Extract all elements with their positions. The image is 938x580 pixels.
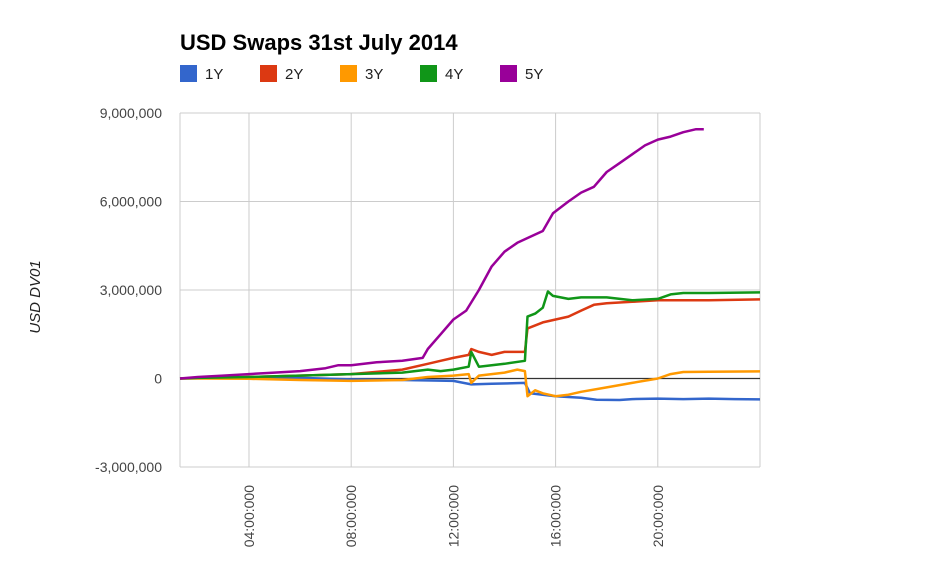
legend-swatch (260, 65, 277, 82)
series-line-2y (179, 298, 761, 380)
legend-item-3y: 3Y (340, 65, 383, 83)
legend-label: 3Y (365, 66, 383, 83)
y-axis-title: USD DV01 (27, 260, 44, 333)
x-tick-label: 20:00:000 (650, 485, 666, 547)
legend-item-2y: 2Y (260, 65, 303, 83)
legend-label: 4Y (445, 66, 463, 83)
x-tick-label: 12:00:000 (445, 485, 461, 547)
legend-swatch (500, 65, 517, 82)
legend-swatch (180, 65, 197, 82)
x-tick-label: 08:00:000 (343, 485, 359, 547)
legend: 1Y 2Y 3Y 4Y 5Y (180, 65, 543, 83)
legend-item-1y: 1Y (180, 65, 223, 83)
y-tick-label: 9,000,000 (100, 105, 162, 121)
gridlines (179, 112, 761, 468)
y-tick-label: 6,000,000 (100, 194, 162, 210)
legend-item-4y: 4Y (420, 65, 463, 83)
series-line-4y (179, 290, 761, 380)
legend-swatch (340, 65, 357, 82)
x-tick-label: 04:00:000 (241, 485, 257, 547)
chart-title: USD Swaps 31st July 2014 (180, 30, 458, 55)
x-tick-label: 16:00:000 (548, 485, 564, 547)
y-tick-label: -3,000,000 (95, 459, 162, 475)
x-tick-labels: 04:00:000,08:00:000,12:00:000,16:00:000,… (241, 485, 666, 547)
series-line-3y (180, 368, 761, 398)
y-tick-labels: -3,000,000 0 3,000,000 6,000,000 9,000,000 (95, 105, 162, 475)
y-tick-label: 3,000,000 (100, 282, 162, 298)
series-lines (179, 127, 761, 402)
legend-swatch (420, 65, 437, 82)
legend-label: 5Y (525, 66, 543, 83)
y-tick-label: 0 (154, 371, 162, 387)
legend-label: 2Y (285, 66, 303, 83)
legend-label: 1Y (205, 66, 223, 83)
series-line-5y (179, 127, 704, 380)
legend-item-5y: 5Y (500, 65, 543, 83)
